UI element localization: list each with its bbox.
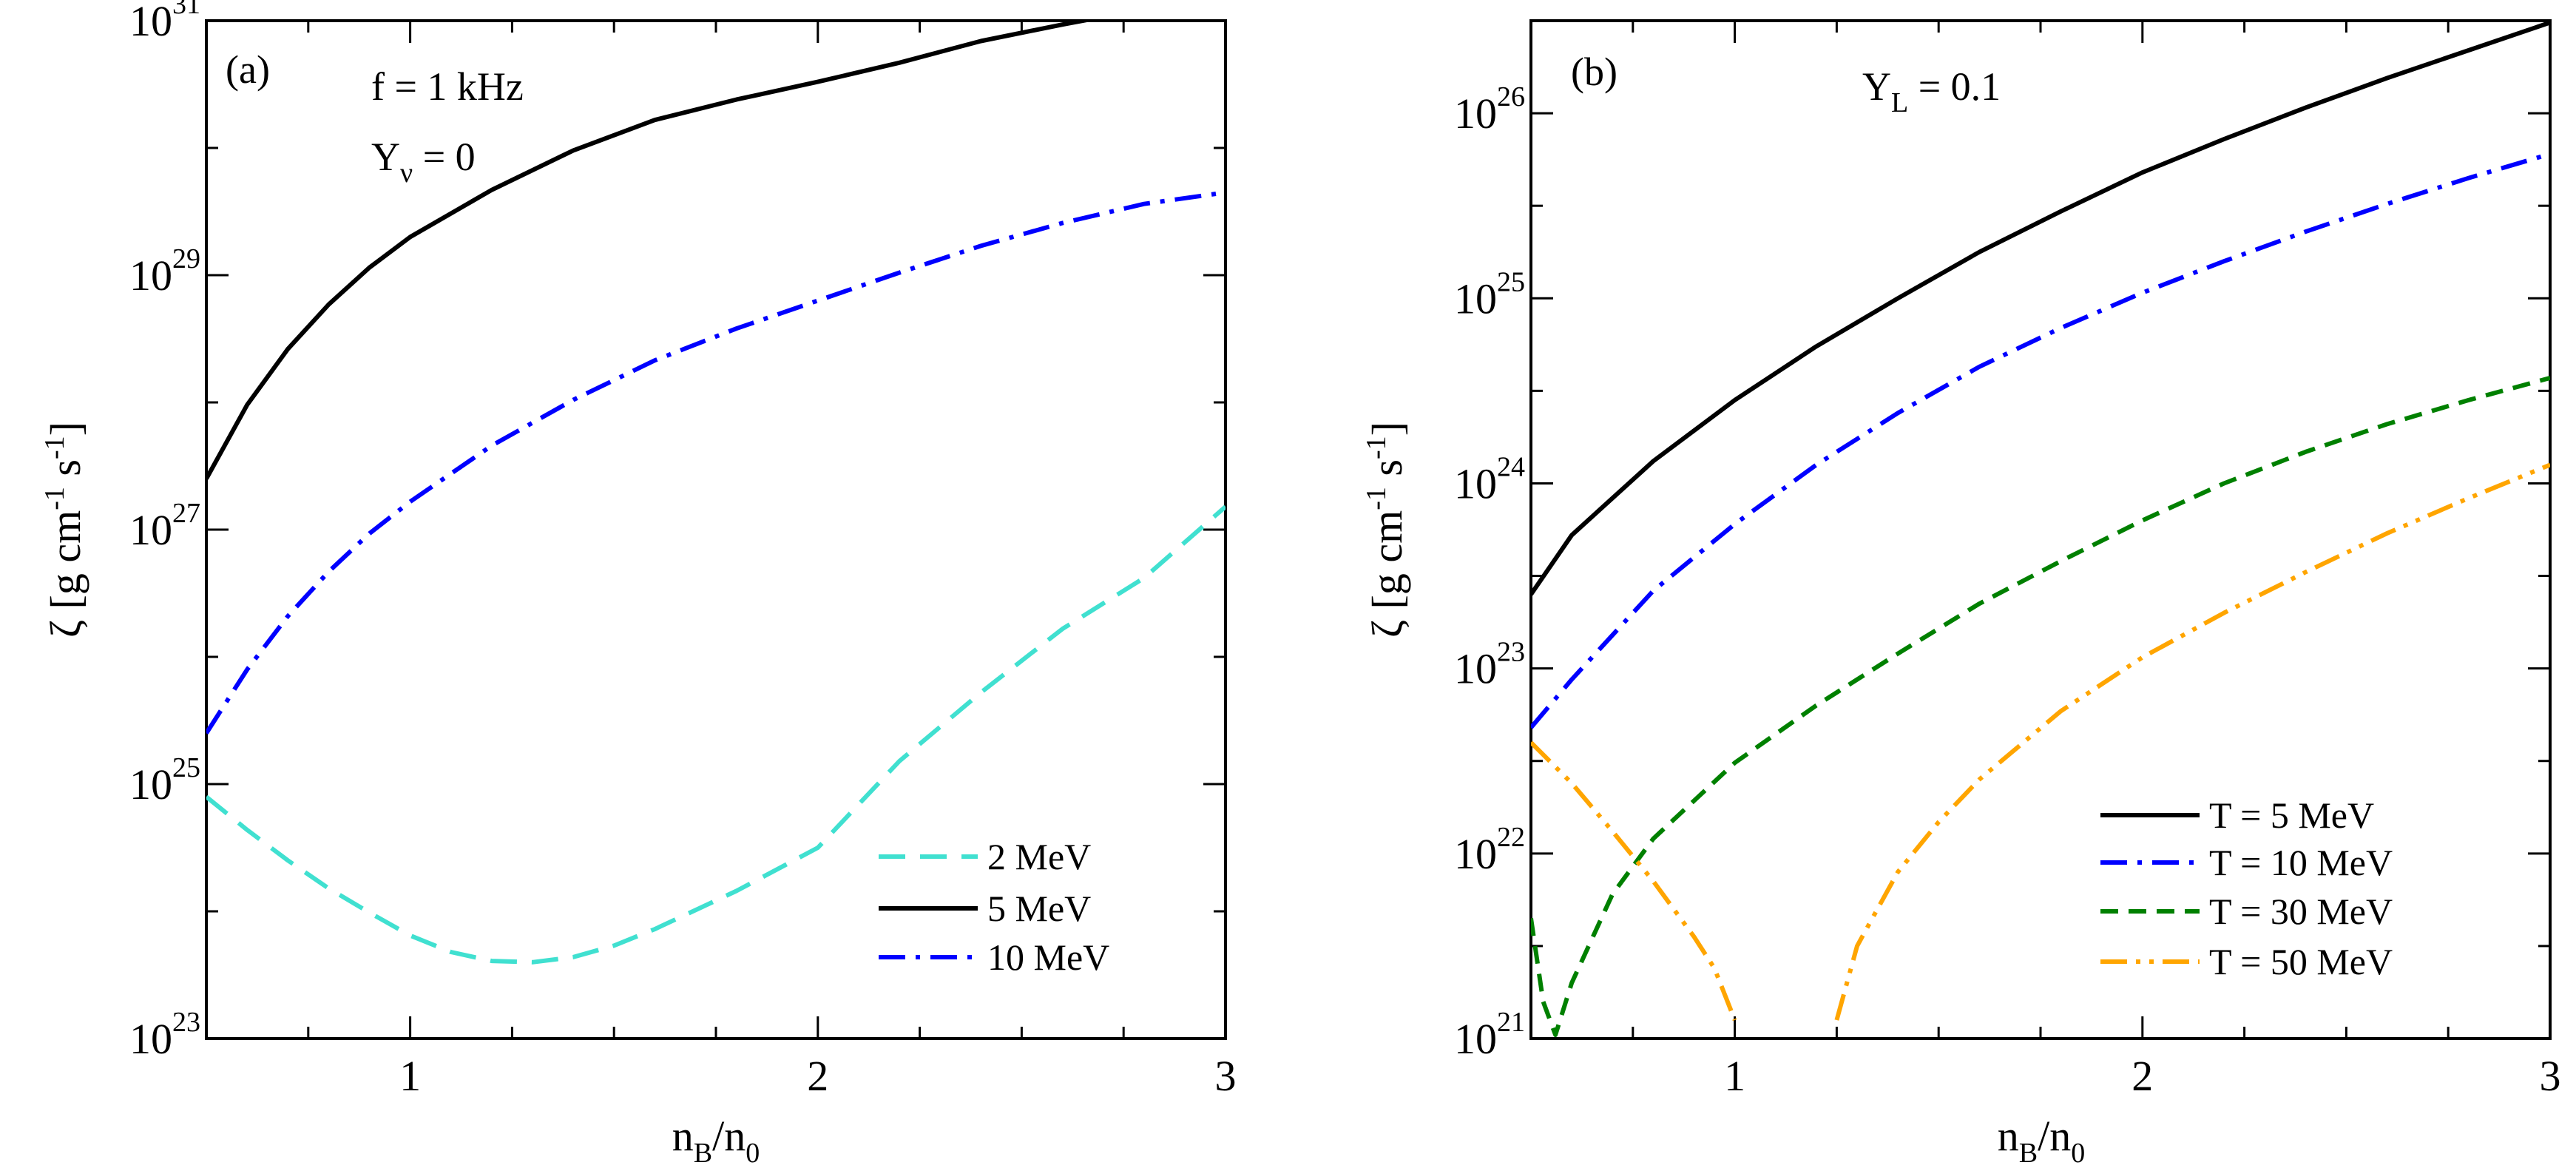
x-axis-title-b: nB/n0	[1998, 1112, 2085, 1168]
legend-a-label-10mev: 10 MeV	[987, 936, 1109, 978]
series-group-b	[1531, 21, 2550, 1037]
y-tick-labels-a: 1023 1025 1027 1029 1031	[129, 0, 200, 1063]
x-axis-title-b-sub: B	[2019, 1138, 2038, 1168]
series-line-b-2	[1531, 376, 2550, 1037]
series-line-a-1	[206, 21, 1095, 480]
plot-frame-b	[1529, 19, 2552, 1040]
x-tick-label-a: 3	[1215, 1052, 1237, 1100]
x-tick-label-b: 1	[1724, 1052, 1745, 1100]
y-tick-label-b: 1022	[1454, 822, 1525, 878]
legend-a-label-5mev: 5 MeV	[987, 888, 1091, 929]
ticks-a	[205, 19, 1227, 1040]
y-tick-label-b: 1026	[1454, 81, 1525, 138]
panel-a: 1023 1025 1027 1029 1031 1 2 3 (a) f = 1 kHz Y…	[39, 0, 1237, 1168]
plot-frame-a	[205, 19, 1227, 1040]
y-tick-label-b: 1024	[1454, 451, 1525, 507]
y-tick-label-a: 1025	[129, 752, 200, 809]
y-tick-label-b: 1023	[1454, 637, 1525, 693]
x-tick-label-a: 1	[399, 1052, 421, 1100]
series-line-b-3-seg0	[1531, 740, 1737, 1022]
y-tick-label-b: 1021	[1454, 1007, 1525, 1063]
annotation-y-nu: Yν = 0	[371, 135, 476, 189]
y-axis-title-a-main: ζ [g cm	[41, 510, 89, 638]
series-line-b-3-seg1	[1834, 462, 2550, 1021]
x-axis-title-b-slash: /n	[2038, 1112, 2071, 1160]
legend-a: 2 MeV 5 MeV 10 MeV	[879, 836, 1109, 978]
panel-label-a: (a)	[226, 47, 270, 92]
x-tick-label-b: 3	[2540, 1052, 2561, 1100]
series-group-a	[206, 21, 1226, 965]
x-axis-title-b-sub0: 0	[2071, 1138, 2085, 1168]
ticks-b	[1529, 19, 2552, 1040]
legend-b: T = 5 MeV T = 10 MeV T = 30 MeV T = 50 M…	[2100, 794, 2393, 982]
y-axis-title-a-end: ]	[41, 422, 89, 436]
legend-b-label-30mev: T = 30 MeV	[2209, 891, 2393, 932]
annotation-frequency: f = 1 kHz	[371, 64, 524, 109]
annotation-y-l-sub: L	[1891, 87, 1908, 118]
svg-text:ζ [g cm-1 s-1]: ζ [g cm-1 s-1]	[39, 422, 89, 638]
annotation-y-l-main: Y	[1862, 64, 1891, 109]
y-tick-labels-b: 1021 1022 1023 1024 1025 1026	[1454, 81, 1525, 1063]
x-axis-title-a-slash: /n	[712, 1112, 746, 1160]
x-axis-title-a-n: n	[672, 1112, 694, 1160]
svg-text:ζ [g cm-1 s-1]: ζ [g cm-1 s-1]	[1361, 422, 1411, 638]
y-axis-title-a: ζ [g cm-1 s-1]	[39, 422, 89, 638]
legend-b-label-50mev: T = 50 MeV	[2209, 941, 2393, 982]
y-tick-label-a: 1029	[129, 243, 200, 300]
x-tick-label-a: 2	[807, 1052, 828, 1100]
series-line-b-1	[1531, 152, 2550, 729]
y-tick-label-a: 1031	[129, 0, 200, 45]
legend-b-label-10mev: T = 10 MeV	[2209, 842, 2393, 883]
annotation-y-l-rest: = 0.1	[1908, 64, 2001, 109]
series-line-a-0	[206, 504, 1226, 965]
y-tick-label-a: 1027	[129, 498, 200, 554]
x-axis-title-a-sub: B	[694, 1138, 712, 1168]
series-line-a-2	[206, 190, 1226, 735]
y-axis-title-a-sup2: -1	[39, 436, 70, 459]
annotation-y-nu-sub: ν	[400, 158, 413, 189]
y-axis-title-b-main: ζ [g cm	[1363, 510, 1411, 638]
annotation-y-l: YL = 0.1	[1862, 64, 2001, 118]
y-axis-title-b-mid: s	[1363, 459, 1411, 487]
y-tick-label-b: 1025	[1454, 266, 1525, 323]
y-axis-title-b-end: ]	[1363, 422, 1411, 436]
y-axis-title-b-sup2: -1	[1361, 436, 1392, 459]
y-axis-title-b: ζ [g cm-1 s-1]	[1361, 422, 1411, 638]
x-axis-title-b-n: n	[1998, 1112, 2019, 1160]
y-axis-title-a-sup1: -1	[39, 487, 70, 510]
annotation-y-nu-rest: = 0	[413, 135, 475, 179]
legend-a-label-2mev: 2 MeV	[987, 836, 1091, 877]
series-line-b-0	[1531, 21, 2550, 596]
y-axis-title-b-sup1: -1	[1361, 487, 1392, 510]
x-tick-labels-b: 1 2 3	[1724, 1052, 2560, 1100]
x-axis-title-a-sub0: 0	[746, 1138, 760, 1168]
x-tick-labels-a: 1 2 3	[399, 1052, 1236, 1100]
annotation-y-nu-main: Y	[371, 135, 400, 179]
x-tick-label-b: 2	[2132, 1052, 2153, 1100]
y-axis-title-a-mid: s	[41, 459, 89, 487]
panel-label-b: (b)	[1571, 50, 1617, 94]
y-tick-label-a: 1023	[129, 1007, 200, 1063]
panel-b: 1021 1022 1023 1024 1025 1026 1 2 3 (b) YL = 0.…	[1361, 19, 2561, 1168]
x-axis-title-a: nB/n0	[672, 1112, 760, 1168]
legend-b-label-5mev: T = 5 MeV	[2209, 794, 2374, 836]
